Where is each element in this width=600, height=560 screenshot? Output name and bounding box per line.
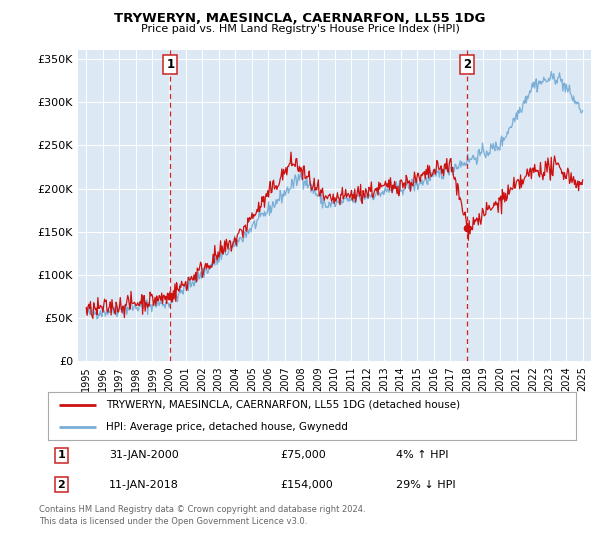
Text: 4% ↑ HPI: 4% ↑ HPI (397, 450, 449, 460)
Text: Price paid vs. HM Land Registry's House Price Index (HPI): Price paid vs. HM Land Registry's House … (140, 24, 460, 34)
Text: TRYWERYN, MAESINCLA, CAERNARFON, LL55 1DG (detached house): TRYWERYN, MAESINCLA, CAERNARFON, LL55 1D… (106, 400, 460, 410)
Text: 2: 2 (463, 58, 472, 71)
Text: This data is licensed under the Open Government Licence v3.0.: This data is licensed under the Open Gov… (39, 517, 307, 526)
Text: 31-JAN-2000: 31-JAN-2000 (109, 450, 178, 460)
Text: £75,000: £75,000 (280, 450, 326, 460)
Text: 29% ↓ HPI: 29% ↓ HPI (397, 480, 456, 490)
Text: TRYWERYN, MAESINCLA, CAERNARFON, LL55 1DG: TRYWERYN, MAESINCLA, CAERNARFON, LL55 1D… (114, 12, 486, 25)
Text: £154,000: £154,000 (280, 480, 333, 490)
Text: 11-JAN-2018: 11-JAN-2018 (109, 480, 179, 490)
Text: 2: 2 (58, 480, 65, 490)
Text: 1: 1 (58, 450, 65, 460)
Text: 1: 1 (166, 58, 175, 71)
Text: Contains HM Land Registry data © Crown copyright and database right 2024.: Contains HM Land Registry data © Crown c… (39, 505, 365, 514)
Text: HPI: Average price, detached house, Gwynedd: HPI: Average price, detached house, Gwyn… (106, 422, 348, 432)
